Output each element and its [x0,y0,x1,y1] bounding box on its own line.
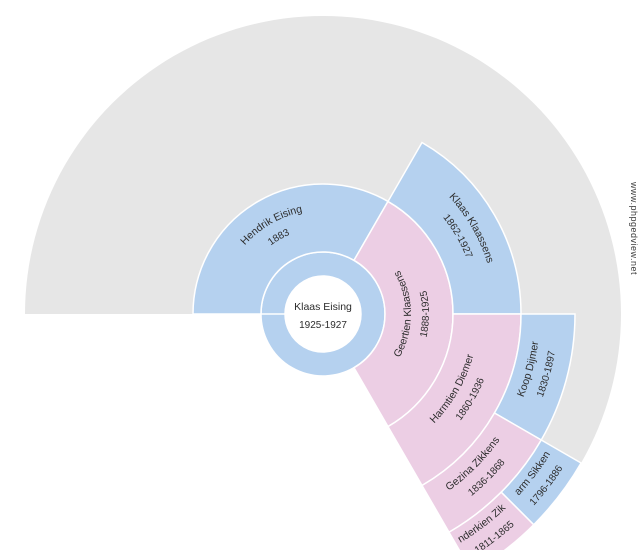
center-dates: 1925-1927 [299,320,347,331]
fan-chart: Klaas Eising1925-1927Hendrik Eising1883G… [0,0,640,550]
center-name: Klaas Eising [294,301,352,313]
fan-chart-svg: Klaas Eising1925-1927Hendrik Eising1883G… [0,0,640,550]
credit-label: www.phpgedview.net [629,182,639,275]
